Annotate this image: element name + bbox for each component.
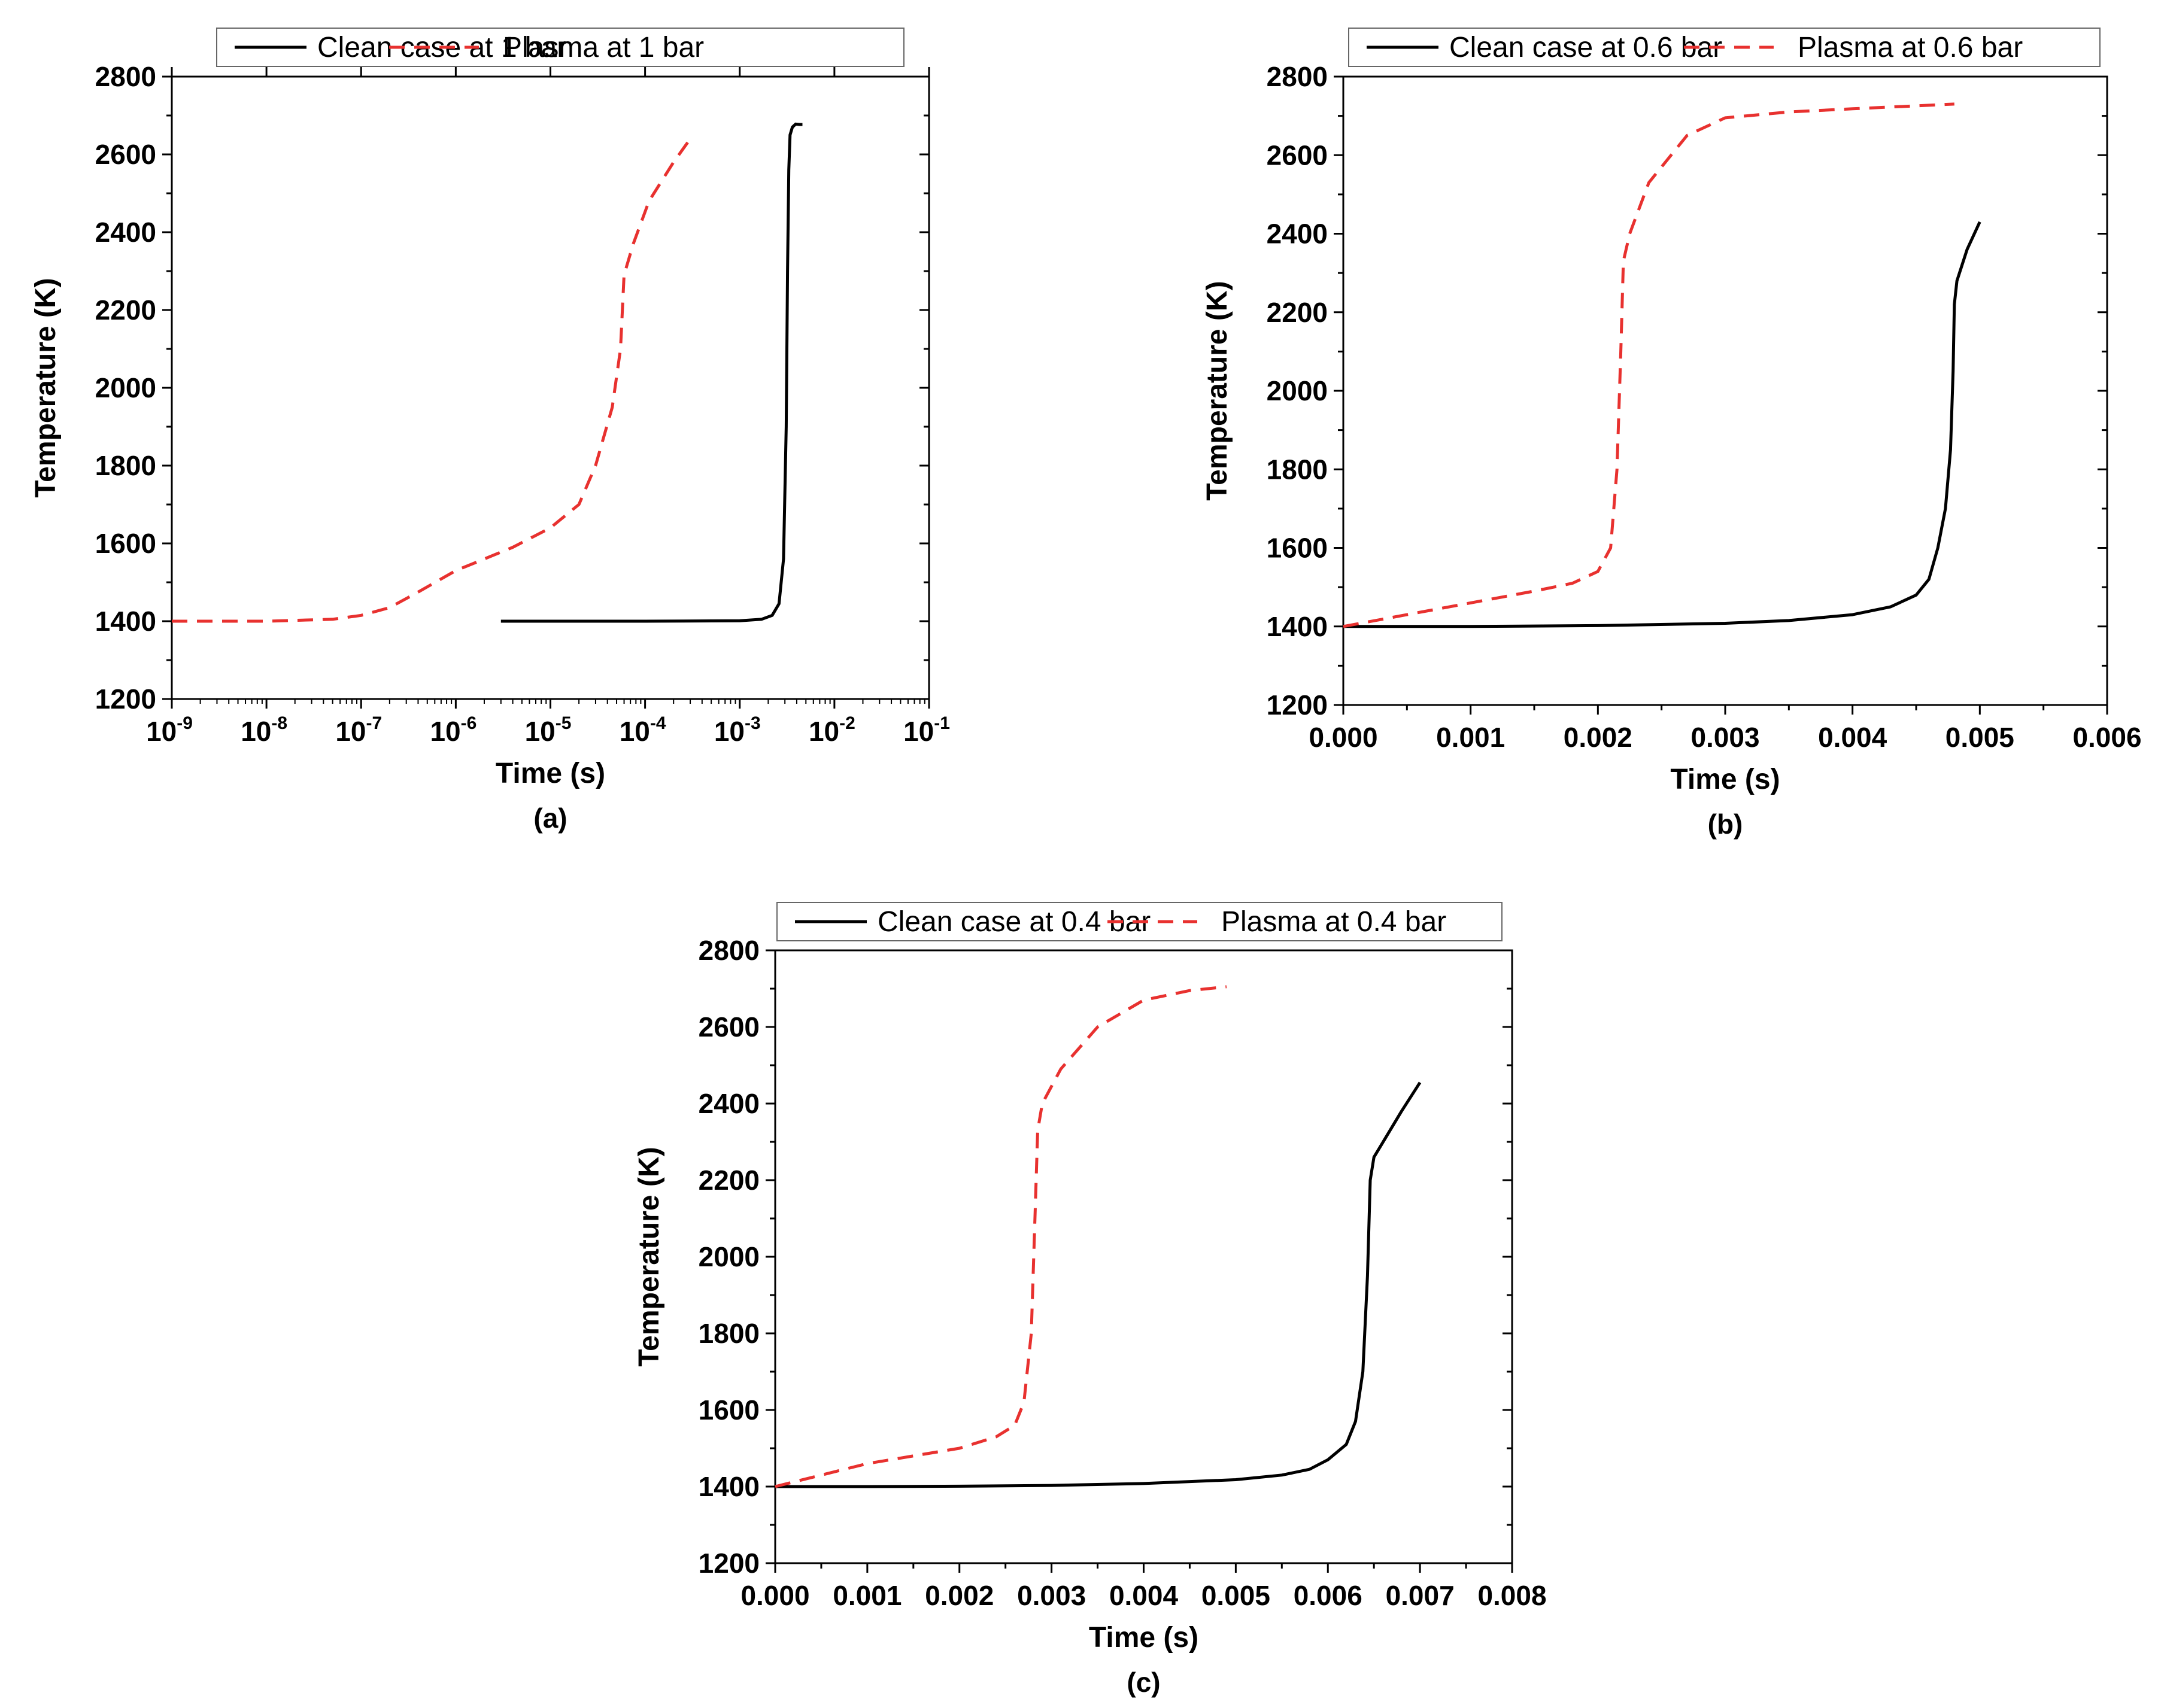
y-tick-label: 2600 [95,139,156,170]
x-axis-title: Time (s) [496,758,605,789]
y-tick-label: 2200 [699,1165,760,1196]
y-tick-label: 2800 [1267,61,1328,92]
y-tick-label: 2000 [95,372,156,403]
y-axis-title: Temperature (K) [30,278,62,497]
legend-label-plasma: Plasma at 0.6 bar [1798,32,2023,63]
x-tick-label: 0.000 [740,1580,809,1611]
x-tick-label: 0.008 [1477,1580,1546,1611]
chart-panel-b: 1200 1400 1600 1800 2000 2200 2400 2600 2800 0.00… [1201,28,2142,840]
y-axis-title: Temperature (K) [1201,281,1233,500]
x-tick-label: 0.004 [1818,722,1887,753]
panel-label: (a) [533,803,567,834]
y-tick-label: 1400 [95,606,156,637]
clean-series-line [500,122,803,623]
x-axis-title: Time (s) [1089,1622,1198,1654]
legend-label-clean: Clean case at 0.6 bar [1449,32,1722,63]
y-tick-label: 1400 [699,1471,760,1502]
legend-label-clean: Clean case at 0.4 bar [878,906,1151,938]
y-tick-label: 1800 [1267,454,1328,485]
y-tick-label: 2400 [1267,218,1328,250]
y-tick-label: 1800 [699,1318,760,1349]
legend-box [216,28,905,67]
y-axis-title: Temperature (K) [633,1147,665,1366]
y-tick-label: 1200 [95,683,156,715]
y-tick-label: 1400 [1267,611,1328,642]
x-tick-label: 0.007 [1386,1580,1455,1611]
y-tick-label: 1600 [699,1394,760,1426]
clean-series-line [1343,221,1981,628]
x-tick-label: 10-1 [903,713,950,747]
x-tick-label: 0.005 [1201,1580,1270,1611]
y-tick-label: 2000 [1267,375,1328,406]
y-tick-label: 2600 [1267,139,1328,171]
legend-label-plasma: Plasma at 1 bar [503,32,704,63]
y-tick-label: 2800 [95,61,156,92]
x-tick-label: 0.004 [1109,1580,1179,1611]
y-tick-label: 2200 [1267,297,1328,328]
y-tick-label: 1600 [1267,533,1328,564]
x-tick-label: 10-6 [430,713,476,747]
x-tick-label: 0.000 [1309,722,1377,753]
y-tick-label: 1200 [699,1548,760,1579]
y-tick-label: 2000 [699,1241,760,1272]
x-tick-label: 0.001 [1436,722,1505,753]
x-tick-label: 0.006 [2072,722,2141,753]
x-tick-label: 10-2 [809,713,855,747]
x-tick-label: 10-9 [146,713,193,747]
y-tick-label: 1800 [95,450,156,481]
plasma-series-line [172,138,692,623]
x-tick-label: 0.002 [925,1580,994,1611]
x-tick-label: 0.002 [1564,722,1632,753]
x-tick-label: 0.003 [1690,722,1759,753]
x-tick-label: 0.001 [833,1580,902,1611]
x-tick-label: 0.006 [1294,1580,1362,1611]
x-tick-label: 0.005 [1945,722,2014,753]
y-tick-label: 2400 [699,1088,760,1119]
y-tick-label: 2200 [95,294,156,326]
chart-panel-a: 1200 1400 1600 1800 2000 2200 2400 2600 2800 10-9… [30,28,950,834]
x-tick-label: 10-5 [525,713,572,747]
y-tick-label: 1600 [95,528,156,559]
panel-label: (c) [1127,1667,1160,1698]
y-tick-label: 2600 [699,1011,760,1043]
x-tick-label: 0.003 [1017,1580,1086,1611]
x-tick-label: 10-7 [335,713,382,747]
panel-label: (b) [1708,809,1743,840]
y-tick-label: 1200 [1267,689,1328,721]
x-tick-label: 10-8 [241,713,287,747]
clean-series-line [775,1081,1422,1488]
x-axis-title: Time (s) [1670,764,1780,795]
y-tick-label: 2800 [699,935,760,966]
legend-label-plasma: Plasma at 0.4 bar [1221,906,1446,938]
x-tick-label: 10-3 [714,713,761,747]
plasma-series-line [1343,102,1954,628]
y-tick-label: 2400 [95,217,156,248]
x-tick-label: 10-4 [620,713,666,747]
chart-panel-c: 1200 1400 1600 1800 2000 2200 2400 2600 2800 0.00… [633,902,1547,1698]
plasma-series-line [775,985,1227,1488]
